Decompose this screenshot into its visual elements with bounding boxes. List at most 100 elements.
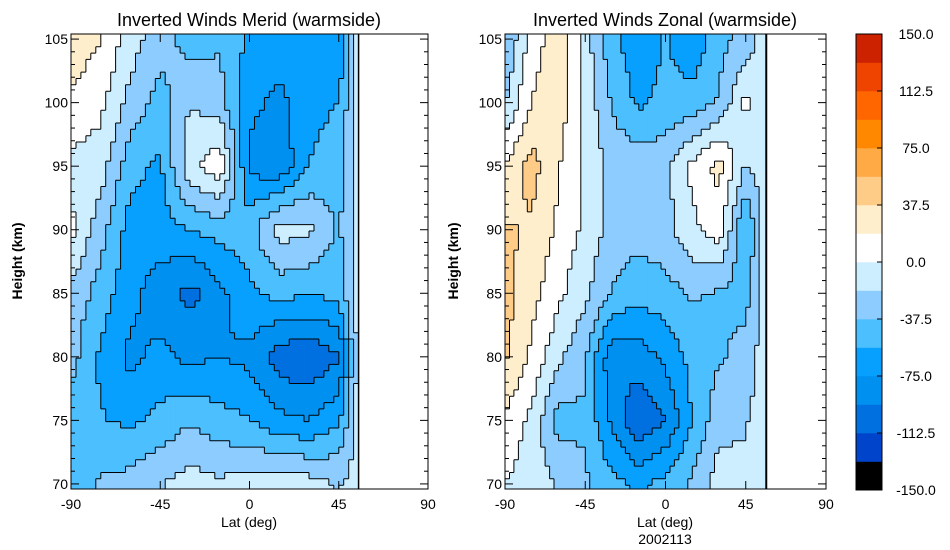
contour-cell bbox=[304, 180, 310, 187]
contour-cell bbox=[85, 59, 92, 67]
contour-cell bbox=[348, 192, 355, 200]
contour-cell bbox=[170, 84, 176, 92]
contour-cell bbox=[100, 46, 107, 54]
contour-cell bbox=[279, 65, 285, 73]
contour-cell bbox=[353, 78, 359, 86]
contour-cell bbox=[125, 421, 131, 429]
contour-cell bbox=[274, 103, 280, 111]
contour-cell bbox=[219, 78, 226, 86]
contour-cell bbox=[674, 78, 680, 86]
contour-cell bbox=[100, 408, 107, 416]
contour-cell bbox=[145, 46, 151, 54]
contour-cell bbox=[85, 110, 92, 118]
contour-cell bbox=[343, 485, 350, 490]
contour-cell bbox=[294, 351, 300, 359]
contour-cell bbox=[194, 332, 201, 340]
contour-cell bbox=[170, 313, 176, 321]
contour-cell bbox=[120, 402, 126, 410]
contour-cell bbox=[199, 173, 206, 181]
contour-cell bbox=[279, 256, 285, 264]
contour-cell bbox=[647, 103, 653, 111]
contour-cell bbox=[309, 243, 315, 251]
contour-cell bbox=[110, 281, 117, 289]
contour-cell bbox=[254, 97, 260, 105]
contour-cell bbox=[571, 34, 577, 41]
contour-cell bbox=[259, 485, 265, 490]
contour-cell bbox=[160, 250, 166, 257]
contour-cell bbox=[229, 199, 236, 206]
contour-cell bbox=[105, 250, 112, 257]
contour-cell bbox=[130, 408, 136, 416]
contour-cell bbox=[105, 46, 112, 54]
contour-cell bbox=[130, 110, 136, 118]
contour-cell bbox=[224, 427, 231, 435]
contour-cell bbox=[318, 231, 325, 238]
contour-cell bbox=[353, 478, 359, 486]
contour-cell bbox=[585, 34, 591, 41]
contour-cell bbox=[140, 59, 146, 67]
contour-cell bbox=[185, 319, 191, 327]
contour-cell bbox=[353, 211, 359, 219]
contour-cell bbox=[160, 72, 166, 79]
contour-cell bbox=[229, 281, 236, 289]
contour-cell bbox=[150, 97, 156, 105]
contour-cell bbox=[135, 173, 141, 181]
contour-cell bbox=[130, 256, 136, 264]
contour-cell bbox=[249, 250, 255, 257]
contour-cell bbox=[562, 91, 568, 98]
contour-cell bbox=[294, 154, 300, 162]
contour-cell bbox=[135, 345, 141, 353]
contour-cell bbox=[638, 59, 644, 67]
contour-cell bbox=[259, 135, 265, 143]
contour-cell bbox=[214, 129, 221, 137]
contour-cell bbox=[249, 472, 255, 480]
contour-cell bbox=[269, 288, 275, 295]
contour-cell bbox=[105, 288, 112, 295]
contour-cell bbox=[323, 339, 330, 346]
contour-cell bbox=[71, 199, 77, 206]
contour-cell bbox=[299, 288, 305, 295]
contour-cell bbox=[656, 34, 662, 41]
contour-cell bbox=[304, 339, 310, 346]
contour-cell bbox=[264, 262, 270, 270]
contour-cell bbox=[185, 192, 191, 200]
contour-cell bbox=[160, 122, 166, 130]
contour-cell bbox=[284, 415, 290, 423]
contour-cell bbox=[105, 370, 112, 378]
contour-cell bbox=[279, 377, 285, 384]
contour-cell bbox=[343, 307, 350, 314]
contour-cell bbox=[155, 319, 161, 327]
contour-cell bbox=[155, 91, 161, 98]
contour-cell bbox=[353, 421, 359, 429]
contour-cell bbox=[299, 466, 305, 473]
contour-cell bbox=[135, 364, 141, 372]
contour-cell bbox=[135, 218, 141, 226]
contour-cell bbox=[353, 72, 359, 79]
contour-cell bbox=[338, 415, 345, 423]
contour-cell bbox=[304, 161, 310, 168]
contour-cell bbox=[180, 300, 186, 308]
contour-cell bbox=[224, 34, 231, 41]
contour-cell bbox=[150, 78, 156, 86]
contour-cell bbox=[185, 243, 191, 251]
contour-cell bbox=[165, 78, 171, 86]
contour-cell bbox=[219, 377, 226, 384]
contour-cell bbox=[309, 46, 315, 54]
contour-cell bbox=[165, 65, 171, 73]
contour-cell bbox=[674, 46, 680, 54]
contour-cell bbox=[736, 84, 742, 92]
contour-cell bbox=[150, 173, 156, 181]
contour-cell bbox=[204, 281, 211, 289]
contour-cell bbox=[259, 345, 265, 353]
contour-cell bbox=[75, 78, 82, 86]
contour-cell bbox=[190, 237, 196, 245]
contour-cell bbox=[274, 110, 280, 118]
contour-cell bbox=[90, 307, 97, 314]
contour-cell bbox=[219, 383, 226, 391]
contour-cell bbox=[110, 237, 117, 245]
contour-cell bbox=[85, 256, 92, 264]
contour-cell bbox=[348, 427, 355, 435]
contour-cell bbox=[249, 199, 255, 206]
contour-cell bbox=[135, 421, 141, 429]
contour-cell bbox=[85, 154, 92, 162]
